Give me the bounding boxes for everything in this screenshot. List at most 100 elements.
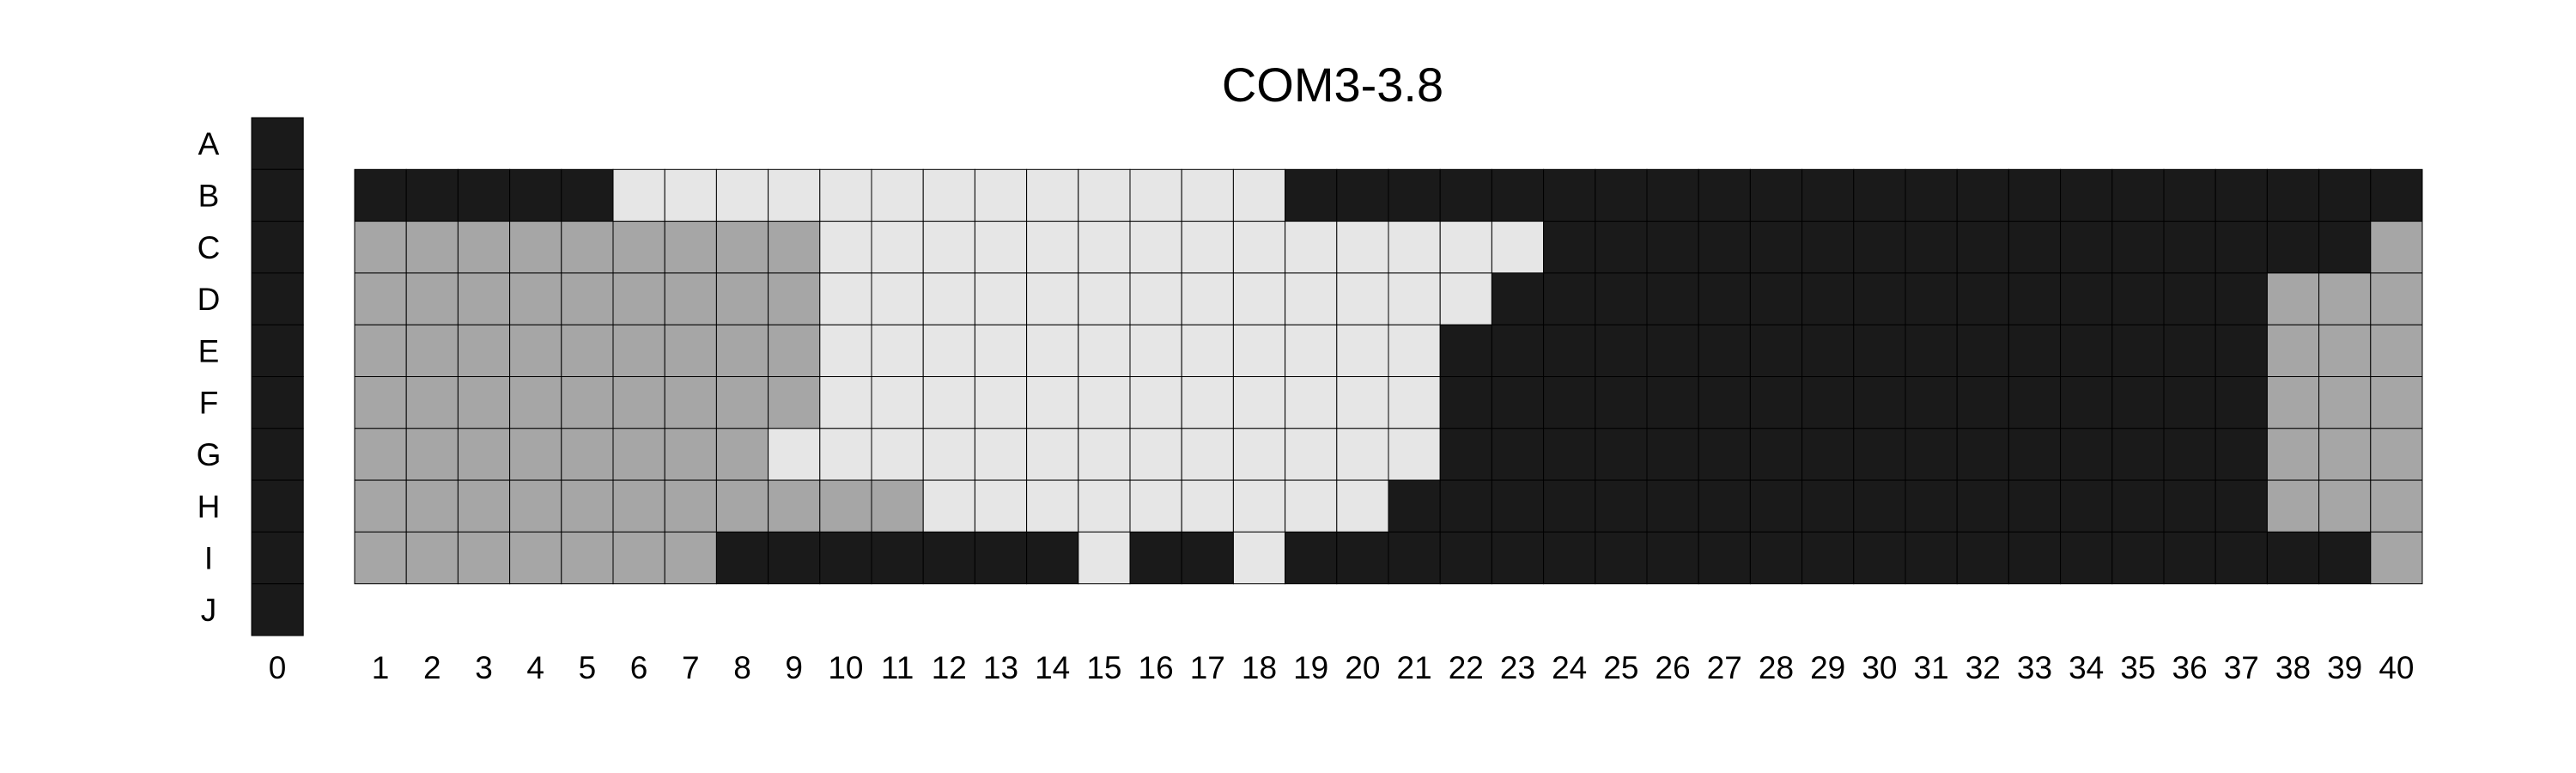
heatmap-cell-G-30 [1853, 428, 1906, 481]
column-label-12: 12 [932, 650, 967, 685]
heatmap-cell-I-14 [1026, 531, 1079, 585]
heatmap-cell-I-0 [251, 531, 304, 585]
column-label-4: 4 [526, 650, 544, 685]
row-label-H: H [197, 489, 221, 524]
heatmap-cell-D-15 [1078, 272, 1131, 326]
column-label-32: 32 [1965, 650, 2001, 685]
heatmap-cell-J-0 [251, 583, 304, 636]
heatmap-cell-D-29 [1801, 272, 1855, 326]
heatmap-cell-F-27 [1698, 376, 1751, 429]
heatmap-cell-H-34 [2060, 479, 2113, 533]
heatmap-cell-F-39 [2318, 376, 2372, 429]
heatmap-cell-F-25 [1595, 376, 1648, 429]
heatmap-cell-G-17 [1181, 428, 1234, 481]
heatmap-cell-E-37 [2215, 324, 2268, 378]
heatmap-cell-F-38 [2266, 376, 2320, 429]
heatmap-cell-G-18 [1232, 428, 1286, 481]
heatmap-cell-I-35 [2111, 531, 2165, 585]
column-label-17: 17 [1190, 650, 1225, 685]
heatmap-cell-C-26 [1646, 221, 1699, 274]
heatmap-cell-D-12 [922, 272, 975, 326]
heatmap-cell-G-38 [2266, 428, 2320, 481]
heatmap-cell-B-20 [1336, 168, 1389, 222]
heatmap-cell-I-31 [1905, 531, 1958, 585]
heatmap-cell-C-23 [1491, 221, 1545, 274]
heatmap-cell-I-28 [1749, 531, 1803, 585]
heatmap-cell-C-2 [405, 221, 459, 274]
heatmap-cell-G-20 [1336, 428, 1389, 481]
heatmap-cell-H-32 [1956, 479, 2009, 533]
heatmap-cell-I-21 [1388, 531, 1441, 585]
heatmap-cell-H-23 [1491, 479, 1545, 533]
heatmap-cell-E-31 [1905, 324, 1958, 378]
column-label-18: 18 [1242, 650, 1277, 685]
heatmap-cell-G-6 [612, 428, 665, 481]
heatmap-cell-B-23 [1491, 168, 1545, 222]
heatmap-cell-F-12 [922, 376, 975, 429]
heatmap-cell-H-21 [1388, 479, 1441, 533]
heatmap-cell-G-31 [1905, 428, 1958, 481]
heatmap-cell-D-11 [871, 272, 924, 326]
heatmap-cell-B-40 [2370, 168, 2423, 222]
heatmap-cell-H-28 [1749, 479, 1803, 533]
heatmap-cell-C-3 [457, 221, 511, 274]
heatmap-cell-D-39 [2318, 272, 2372, 326]
heatmap-cell-I-6 [612, 531, 665, 585]
heatmap-cell-G-34 [2060, 428, 2113, 481]
heatmap-cell-E-2 [405, 324, 459, 378]
heatmap-cell-B-10 [819, 168, 872, 222]
heatmap-cell-E-22 [1439, 324, 1492, 378]
heatmap-cell-E-3 [457, 324, 511, 378]
heatmap-cell-C-31 [1905, 221, 1958, 274]
heatmap-cell-E-24 [1543, 324, 1596, 378]
heatmap-cell-E-10 [819, 324, 872, 378]
heatmap-cell-G-25 [1595, 428, 1648, 481]
column-label-33: 33 [2017, 650, 2052, 685]
heatmap-cell-H-17 [1181, 479, 1234, 533]
heatmap-cell-C-36 [2163, 221, 2216, 274]
heatmap-cell-G-9 [768, 428, 821, 481]
heatmap-cell-E-29 [1801, 324, 1855, 378]
heatmap-cell-F-4 [509, 376, 562, 429]
heatmap-cell-B-32 [1956, 168, 2009, 222]
heatmap-cell-B-6 [612, 168, 665, 222]
heatmap-cell-E-13 [974, 324, 1028, 378]
heatmap-cell-D-38 [2266, 272, 2320, 326]
heatmap-cell-C-22 [1439, 221, 1492, 274]
heatmap-cell-D-10 [819, 272, 872, 326]
heatmap-cell-I-33 [2008, 531, 2062, 585]
column-label-34: 34 [2069, 650, 2104, 685]
heatmap-cell-C-24 [1543, 221, 1596, 274]
heatmap-cell-G-35 [2111, 428, 2165, 481]
heatmap-cell-B-35 [2111, 168, 2165, 222]
heatmap-cell-F-10 [819, 376, 872, 429]
heatmap-cell-B-8 [715, 168, 769, 222]
column-label-30: 30 [1862, 650, 1897, 685]
heatmap-cell-I-38 [2266, 531, 2320, 585]
heatmap-cell-F-22 [1439, 376, 1492, 429]
heatmap-cell-H-18 [1232, 479, 1286, 533]
heatmap-cell-I-26 [1646, 531, 1699, 585]
heatmap-cell-B-26 [1646, 168, 1699, 222]
heatmap-cell-F-3 [457, 376, 511, 429]
column-label-3: 3 [475, 650, 493, 685]
row-label-I: I [204, 541, 213, 576]
heatmap-cell-F-6 [612, 376, 665, 429]
column-label-29: 29 [1810, 650, 1845, 685]
heatmap-cell-B-4 [509, 168, 562, 222]
column-label-39: 39 [2327, 650, 2362, 685]
heatmap-cell-E-6 [612, 324, 665, 378]
heatmap-cell-I-17 [1181, 531, 1234, 585]
heatmap-cell-E-38 [2266, 324, 2320, 378]
heatmap-cell-E-7 [664, 324, 717, 378]
heatmap-cell-B-33 [2008, 168, 2062, 222]
heatmap-cell-I-13 [974, 531, 1028, 585]
row-label-B: B [198, 178, 220, 213]
heatmap-cell-C-8 [715, 221, 769, 274]
heatmap-cell-F-0 [251, 376, 304, 429]
heatmap-cell-B-5 [561, 168, 614, 222]
heatmap-cell-I-22 [1439, 531, 1492, 585]
heatmap-cell-G-24 [1543, 428, 1596, 481]
heatmap-cell-G-37 [2215, 428, 2268, 481]
